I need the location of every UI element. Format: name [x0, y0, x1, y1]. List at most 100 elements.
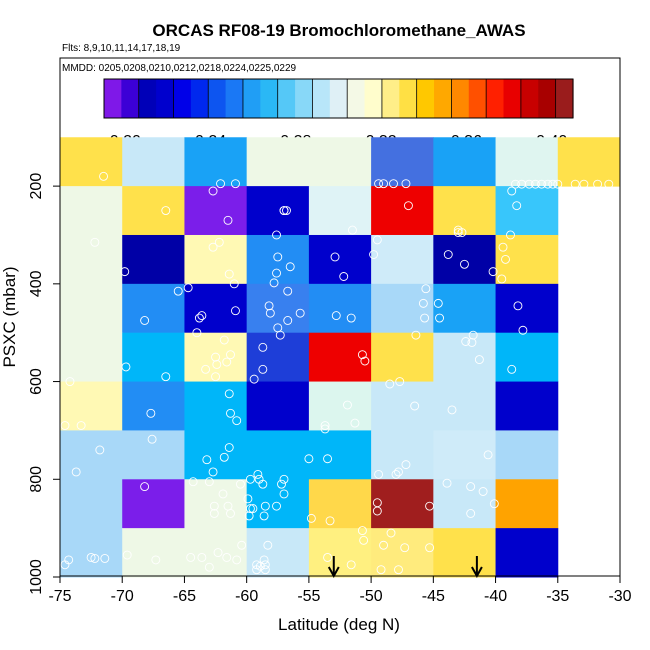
sample-point [379, 540, 389, 550]
sample-point [279, 206, 289, 216]
colorbar-swatch [173, 79, 192, 118]
heatmap-cell [308, 332, 372, 383]
heatmap-cell [433, 186, 497, 236]
sample-point [260, 560, 270, 570]
sample-point [372, 235, 382, 245]
sample-point [213, 548, 223, 558]
sample-point [517, 179, 527, 189]
sample-point [76, 421, 86, 430]
colorbar-swatch [156, 79, 175, 118]
sample-point [226, 408, 235, 418]
heatmap-cell [495, 528, 559, 578]
colorbar-swatch [329, 79, 348, 118]
colorbar-swatch [434, 79, 453, 118]
y-tick-label: 600 [28, 368, 45, 395]
sample-point [548, 179, 558, 189]
x-tick-label: -65 [173, 588, 196, 605]
heatmap-cell [246, 430, 310, 480]
sample-point [216, 179, 225, 189]
sample-point [411, 330, 421, 340]
sample-point [273, 252, 283, 262]
sample-point [197, 311, 207, 321]
heatmap-cell [433, 479, 497, 529]
heatmap-cells [60, 137, 621, 578]
heatmap-cell [246, 186, 310, 236]
heatmap-cell [246, 528, 310, 578]
heatmap-cell [557, 137, 621, 187]
sample-point [488, 267, 498, 277]
sample-point [459, 259, 469, 269]
sample-point [507, 364, 517, 374]
y-axis-label: PSXC (mbar) [0, 266, 19, 367]
sample-point [229, 279, 239, 289]
heatmap-cell [308, 186, 372, 236]
heatmap-cell [371, 137, 434, 187]
sample-point [208, 467, 218, 477]
sample-point [530, 179, 540, 189]
sample-point [248, 504, 258, 514]
heatmap-cell [246, 234, 310, 285]
heatmap-cell [122, 186, 185, 236]
x-tick-label: -45 [422, 588, 445, 605]
sample-point [272, 501, 281, 511]
sample-point [86, 553, 96, 562]
sample-point [122, 550, 132, 560]
sample-point [524, 179, 534, 189]
sample-point [401, 179, 411, 189]
sample-point [226, 509, 235, 518]
heatmap-cell [184, 234, 248, 285]
sample-point [264, 301, 274, 311]
sample-point [489, 499, 499, 509]
sample-point [224, 443, 234, 452]
sample-point [579, 179, 589, 189]
x-tick-label: -55 [297, 588, 320, 605]
sample-point [425, 501, 435, 511]
heatmap-cell [60, 528, 123, 578]
sample-point [60, 421, 70, 430]
sample-point [346, 313, 356, 323]
sample-point [304, 454, 314, 464]
sample-point [140, 482, 150, 492]
heatmap-cell [371, 332, 434, 383]
chart-title: ORCAS RF08-19 Bromochloromethane_AWAS [152, 21, 525, 40]
x-tick-label: -60 [235, 588, 258, 605]
heatmap-cell [495, 283, 559, 334]
sample-point [400, 543, 410, 553]
sample-point [443, 250, 453, 259]
colorbar-swatch [555, 79, 574, 118]
heatmap-cell [308, 430, 372, 480]
sample-point [421, 284, 431, 294]
sample-point [222, 553, 232, 562]
sample-point [389, 179, 398, 189]
heatmap-cell [495, 234, 559, 285]
sample-point [260, 501, 270, 511]
sample-point [467, 338, 477, 347]
sample-point [258, 364, 268, 374]
sample-point [394, 565, 403, 575]
heatmap-cell [122, 283, 185, 334]
sample-point [323, 454, 333, 464]
sample-point [425, 543, 435, 553]
sample-point [269, 278, 279, 288]
sample-point [90, 553, 100, 563]
sample-point [231, 179, 240, 189]
sample-point [263, 540, 273, 550]
heatmap-cell [184, 137, 248, 187]
heatmap-cell [60, 430, 123, 480]
sample-point [420, 313, 430, 323]
sample-point [507, 186, 517, 196]
heatmap-cell [60, 137, 123, 187]
heatmap-cell [433, 430, 497, 480]
sample-point [211, 372, 221, 382]
sample-point [395, 377, 405, 387]
heatmap-cell [308, 283, 372, 334]
sample-point [410, 401, 420, 411]
sample-point [252, 565, 262, 575]
sample-point [183, 283, 193, 293]
heatmap-cell [122, 234, 185, 285]
sample-point [474, 355, 484, 365]
sample-point [244, 511, 254, 521]
heatmap-cell [371, 381, 434, 431]
sample-point [186, 553, 196, 562]
